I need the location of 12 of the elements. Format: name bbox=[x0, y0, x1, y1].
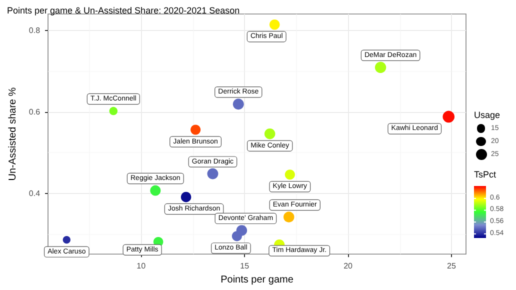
y-axis-title: Un-Assisted share % bbox=[8, 87, 18, 181]
x-tick-label: 15 bbox=[240, 262, 250, 271]
chart-title: Points per game & Un-Assisted Share: 2020-2021 Season bbox=[7, 6, 240, 16]
x-tick-label: 20 bbox=[344, 262, 354, 271]
x-axis-title: Points per game bbox=[220, 274, 294, 286]
y-tick-label: 0.6 bbox=[28, 107, 41, 116]
y-tick-label: 0.4 bbox=[28, 188, 41, 198]
y-tick-label: 0.8 bbox=[28, 26, 41, 35]
legend-title: Usage bbox=[474, 110, 500, 120]
x-tick-label: 10 bbox=[136, 262, 146, 271]
color-bar-title: TsPct bbox=[474, 170, 497, 180]
x-tick-label: 25 bbox=[447, 262, 457, 271]
